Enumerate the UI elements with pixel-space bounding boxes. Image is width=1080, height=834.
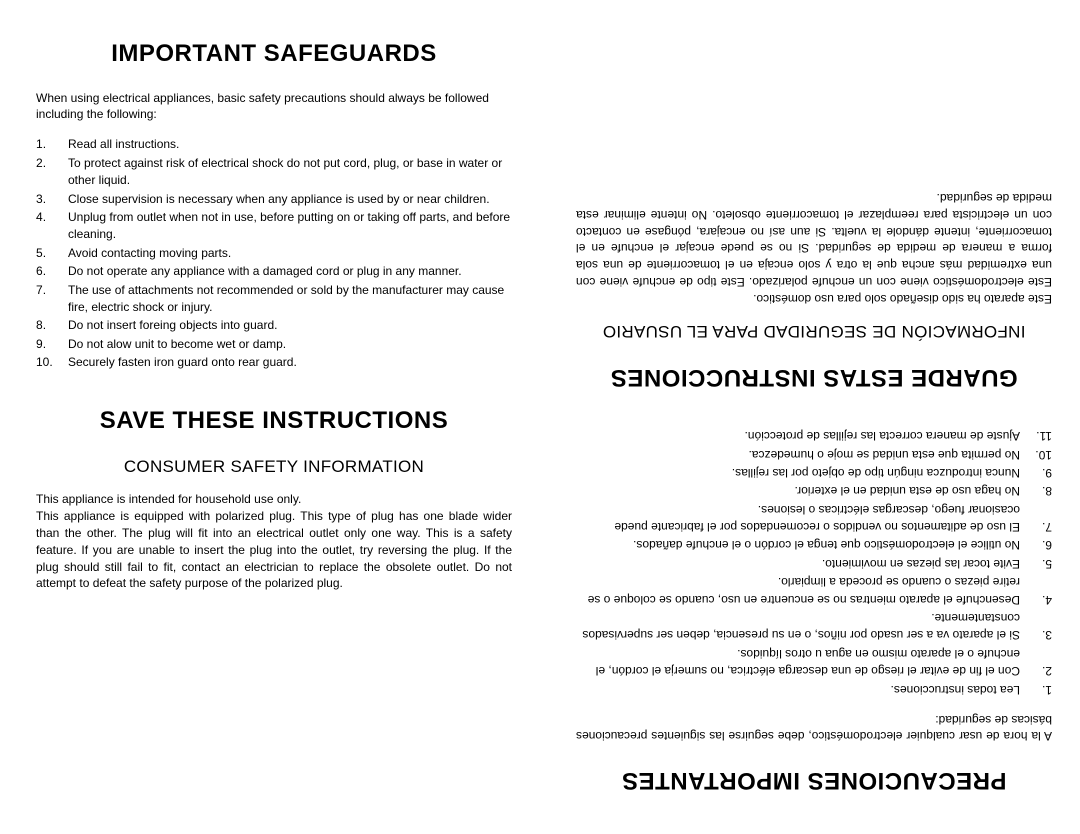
list-item: El uso de aditamentos no vendidos o reco… (576, 500, 1052, 535)
intro-en: When using electrical appliances, basic … (36, 90, 512, 122)
polarized-plug-es: Este electrodoméstico viene con un enchu… (576, 189, 1052, 290)
list-item: Desenchufe el aparato mientras no se enc… (576, 573, 1052, 608)
list-item: Con el fin de evitar el riesgo de una de… (576, 644, 1052, 679)
list-item: The use of attachments not recommended o… (36, 282, 512, 317)
household-only-en: This appliance is intended for household… (36, 491, 512, 508)
safeguards-list-en: Read all instructions. To protect agains… (36, 136, 512, 371)
list-item: Ajuste de manera correcta las rejillas d… (576, 427, 1052, 444)
list-item: Nunca introduzca ningún tipo de objeto p… (576, 464, 1052, 481)
safeguards-list-es: Lea todas instrucciones. Con el fin de e… (576, 427, 1052, 698)
page-english: IMPORTANT SAFEGUARDS When using electric… (0, 0, 540, 834)
list-item: Si el aparato va a ser usado por niños, … (576, 609, 1052, 644)
list-item: Lea todas instrucciones. (576, 680, 1052, 697)
title-safeguards: IMPORTANT SAFEGUARDS (36, 40, 512, 68)
list-item: No utilice el electrodoméstico que tenga… (576, 536, 1052, 553)
list-item: Securely fasten iron guard onto rear gua… (36, 354, 512, 371)
intro-es: A la hora de usar cualquier electrodomés… (576, 712, 1052, 744)
list-item: Unplug from outlet when not in use, befo… (36, 209, 512, 244)
page-spanish: PRECAUCIONES IMPORTANTES A la hora de us… (540, 0, 1080, 834)
title-save-instructions: SAVE THESE INSTRUCTIONS (36, 407, 512, 435)
list-item: Close supervision is necessary when any … (36, 191, 512, 208)
list-item: Do not operate any appliance with a dama… (36, 263, 512, 280)
list-item: To protect against risk of electrical sh… (36, 155, 512, 190)
title-guarde-instrucciones: GUARDE ESTAS INSTRUCCIONES (576, 363, 1052, 391)
list-item: Do not alow unit to become wet or damp. (36, 336, 512, 353)
list-item: Evite tocar las piezas en movimiento. (576, 555, 1052, 572)
title-precauciones: PRECAUCIONES IMPORTANTES (576, 766, 1052, 794)
household-only-es: Este aparato ha sido diseñado solo para … (576, 290, 1052, 307)
subhead-informacion-seguridad: INFORMACIÓN DE SEGURIDAD PARA EL USUARIO (576, 321, 1052, 341)
list-item: No permita que esta unidad se moje o hum… (576, 445, 1052, 462)
polarized-plug-en: This appliance is equipped with polarize… (36, 508, 512, 592)
list-item: No haga uso de esta unidad en el exterio… (576, 482, 1052, 499)
list-item: Read all instructions. (36, 136, 512, 153)
list-item: Do not insert foreing objects into guard… (36, 317, 512, 334)
subhead-consumer-safety: CONSUMER SAFETY INFORMATION (36, 457, 512, 477)
list-item: Avoid contacting moving parts. (36, 245, 512, 262)
